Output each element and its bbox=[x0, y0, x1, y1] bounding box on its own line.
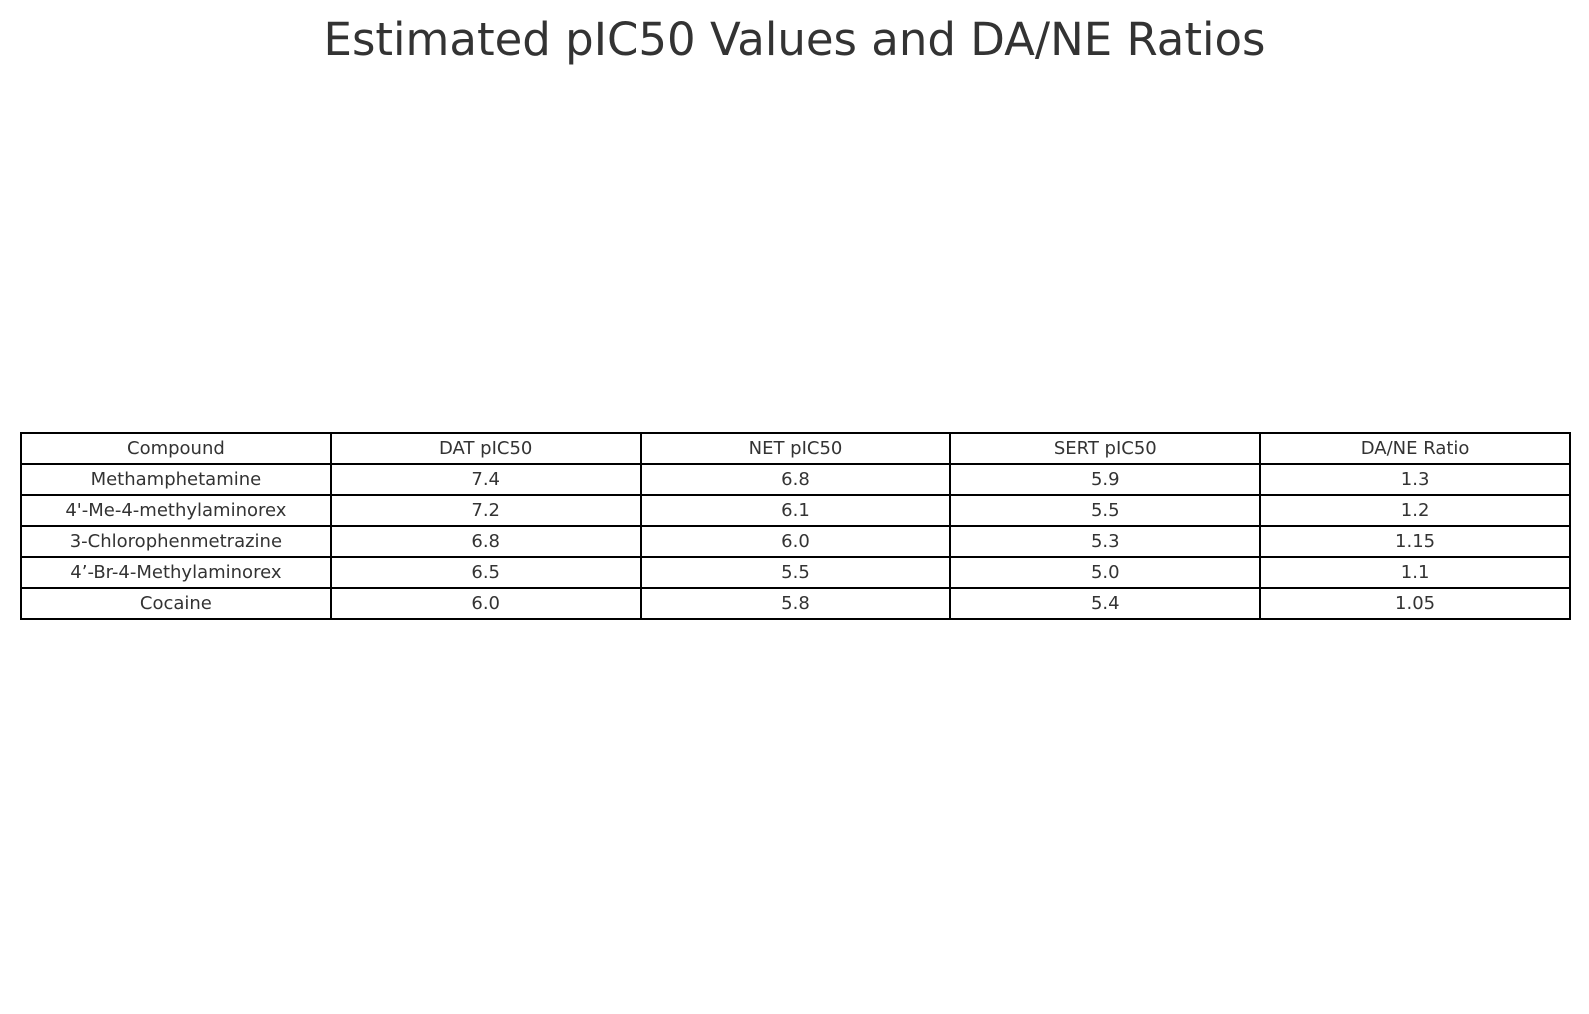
table-cell: 5.3 bbox=[949, 525, 1262, 558]
column-header-net-pic50: NET pIC50 bbox=[639, 432, 952, 465]
table-cell: 7.4 bbox=[329, 463, 642, 496]
table-cell: 6.8 bbox=[639, 463, 952, 496]
table-cell: 5.0 bbox=[949, 556, 1262, 589]
table-cell: 1.1 bbox=[1259, 556, 1571, 589]
table-row: 3-Chlorophenmetrazine 6.8 6.0 5.3 1.15 bbox=[20, 525, 1571, 558]
table-row: Methamphetamine 7.4 6.8 5.9 1.3 bbox=[20, 463, 1571, 496]
chart-title: Estimated pIC50 Values and DA/NE Ratios bbox=[323, 13, 1266, 66]
table-cell: 5.4 bbox=[949, 587, 1262, 620]
table-cell: 6.0 bbox=[329, 587, 642, 620]
table-cell: 1.15 bbox=[1259, 525, 1571, 558]
column-header-da-ne-ratio: DA/NE Ratio bbox=[1259, 432, 1571, 465]
column-header-dat-pic50: DAT pIC50 bbox=[329, 432, 642, 465]
column-header-compound: Compound bbox=[20, 432, 332, 465]
table-cell: 5.5 bbox=[639, 556, 952, 589]
table-row: 4'-Me-4-methylaminorex 7.2 6.1 5.5 1.2 bbox=[20, 494, 1571, 527]
table-cell: 6.8 bbox=[329, 525, 642, 558]
table-cell: 6.0 bbox=[639, 525, 952, 558]
table-cell: 6.5 bbox=[329, 556, 642, 589]
table-cell: 1.3 bbox=[1259, 463, 1571, 496]
table-cell: 5.5 bbox=[949, 494, 1262, 527]
table-cell: 3-Chlorophenmetrazine bbox=[20, 525, 332, 558]
table-cell: 4'-Me-4-methylaminorex bbox=[20, 494, 332, 527]
table-cell: 4’-Br-4-Methylaminorex bbox=[20, 556, 332, 589]
table-row: 4’-Br-4-Methylaminorex 6.5 5.5 5.0 1.1 bbox=[20, 556, 1571, 589]
table-cell: 5.8 bbox=[639, 587, 952, 620]
table-cell: Methamphetamine bbox=[20, 463, 332, 496]
table-cell: 1.05 bbox=[1259, 587, 1571, 620]
column-header-sert-pic50: SERT pIC50 bbox=[949, 432, 1262, 465]
table-cell: 7.2 bbox=[329, 494, 642, 527]
table-cell: 1.2 bbox=[1259, 494, 1571, 527]
table-cell: 5.9 bbox=[949, 463, 1262, 496]
table-row: Cocaine 6.0 5.8 5.4 1.05 bbox=[20, 587, 1571, 620]
table-cell: 6.1 bbox=[639, 494, 952, 527]
data-table: Compound DAT pIC50 NET pIC50 SERT pIC50 … bbox=[20, 432, 1571, 620]
table-header-row: Compound DAT pIC50 NET pIC50 SERT pIC50 … bbox=[20, 432, 1571, 465]
table-cell: Cocaine bbox=[20, 587, 332, 620]
